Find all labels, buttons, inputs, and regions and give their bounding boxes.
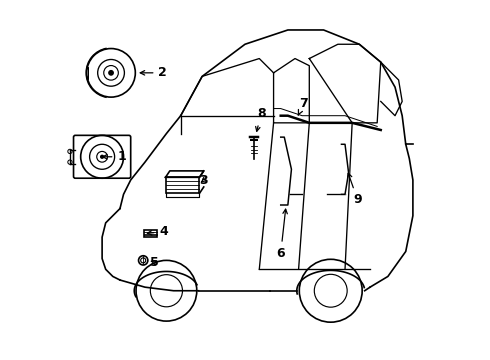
Polygon shape xyxy=(281,137,292,205)
Text: 7: 7 xyxy=(298,97,308,115)
Circle shape xyxy=(108,70,114,76)
Polygon shape xyxy=(342,144,348,194)
Text: 6: 6 xyxy=(276,209,287,260)
Bar xyxy=(144,230,157,237)
Text: 8: 8 xyxy=(256,107,266,131)
Text: 3: 3 xyxy=(199,174,208,186)
Bar xyxy=(166,177,199,193)
Text: 1: 1 xyxy=(103,150,126,163)
Text: 5: 5 xyxy=(149,256,158,269)
Text: 4: 4 xyxy=(147,225,168,238)
Text: 9: 9 xyxy=(347,173,362,206)
Circle shape xyxy=(100,155,104,159)
Text: 2: 2 xyxy=(140,66,167,79)
